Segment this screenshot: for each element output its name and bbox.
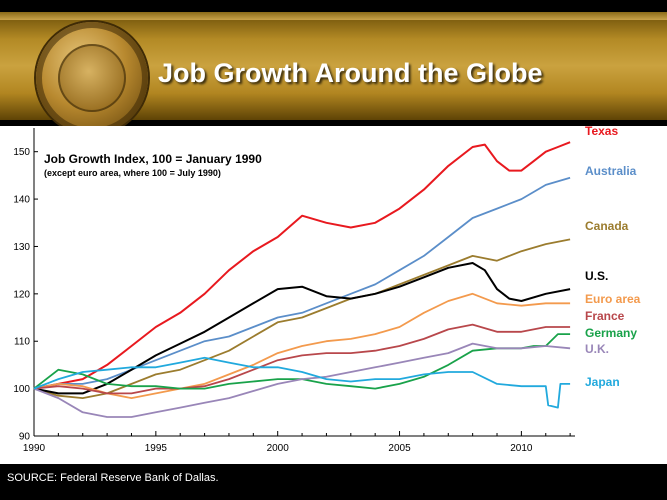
x-tick-label: 2000 <box>267 443 290 454</box>
y-tick-label: 150 <box>13 147 30 158</box>
series-line-france <box>33 323 571 395</box>
x-tick-label: 2010 <box>510 443 533 454</box>
series-line-japan <box>33 356 571 409</box>
series-line-texas <box>33 141 571 390</box>
series-label-u-k: U.K. <box>585 342 609 356</box>
chart-annotation-line1: Job Growth Index, 100 = January 1990 <box>44 152 262 166</box>
y-tick-label: 90 <box>19 432 31 443</box>
x-tick-label: 2005 <box>388 443 411 454</box>
series-label-australia: Australia <box>585 164 637 178</box>
series-label-u-s: U.S. <box>585 269 608 283</box>
series-label-japan: Japan <box>585 375 620 389</box>
y-tick-label: 140 <box>13 195 30 206</box>
y-tick-label: 100 <box>13 384 30 395</box>
x-tick-label: 1995 <box>145 443 168 454</box>
page-title: Job Growth Around the Globe <box>158 58 543 88</box>
chart-annotation-line2: (except euro area, where 100 = July 1990… <box>44 168 221 178</box>
federal-reserve-seal-icon <box>36 22 148 134</box>
series-line-canada <box>33 238 571 400</box>
x-tick-label: 1990 <box>23 443 46 454</box>
source-note: SOURCE: Federal Reserve Bank of Dallas. <box>7 472 219 484</box>
series-line-australia <box>33 176 571 390</box>
series-line-u-k <box>33 342 571 418</box>
series-line-euro-area <box>33 292 571 400</box>
y-tick-label: 130 <box>13 242 30 253</box>
series-label-france: France <box>585 309 625 323</box>
series-label-germany: Germany <box>585 326 637 340</box>
footer-bar <box>0 464 667 500</box>
series-line-u-s <box>33 262 571 395</box>
y-tick-label: 120 <box>13 289 30 300</box>
series-label-texas: Texas <box>585 124 618 138</box>
series-label-canada: Canada <box>585 219 629 233</box>
y-tick-label: 110 <box>14 337 30 348</box>
series-label-euro-area: Euro area <box>585 292 641 306</box>
